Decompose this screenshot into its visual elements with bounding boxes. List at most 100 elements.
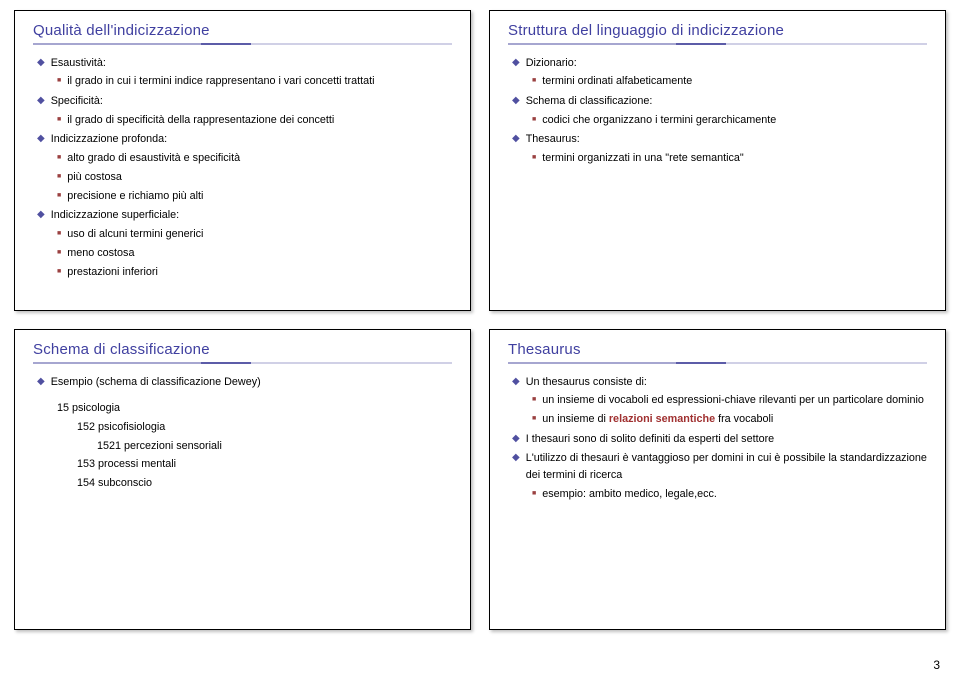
bullet-text: Specificità: — [51, 93, 103, 110]
square-icon: ■ — [532, 150, 536, 167]
slide-content: ◆ Esempio (schema di classificazione Dewe… — [33, 374, 452, 492]
bullet-l2: ■ un insieme di vocaboli ed espressioni-c… — [508, 392, 927, 409]
diamond-icon: ◆ — [37, 55, 45, 72]
bullet-text: termini organizzati in una "rete semanti… — [542, 150, 744, 167]
slide-schema: Schema di classificazione ◆ Esempio (sche… — [14, 329, 471, 630]
bullet-text: precisione e richiamo più alti — [67, 188, 203, 205]
bullet-text: Schema di classificazione: — [526, 93, 653, 110]
bullet-l1: ◆ Esempio (schema di classificazione Dewe… — [33, 374, 452, 391]
bullet-text: il grado in cui i termini indice rappres… — [67, 73, 374, 90]
bullet-text: Esaustività: — [51, 55, 106, 72]
bullet-l1: ◆ Esaustività: — [33, 55, 452, 72]
bullet-l2: ■ meno costosa — [33, 245, 452, 262]
diamond-icon: ◆ — [512, 93, 520, 110]
bullet-l1: ◆ I thesauri sono di solito definiti da e… — [508, 431, 927, 448]
slide-grid: Qualità dell'indicizzazione ◆ Esaustività… — [0, 0, 960, 664]
bullet-text: termini ordinati alfabeticamente — [542, 73, 692, 90]
bullet-text: Un thesaurus consiste di: — [526, 374, 647, 391]
bullet-l2: ■ uso di alcuni termini generici — [33, 226, 452, 243]
diamond-icon: ◆ — [512, 55, 520, 72]
bullet-l1: ◆ Specificità: — [33, 93, 452, 110]
bullet-text: il grado di specificità della rappresent… — [67, 112, 334, 129]
bullet-l2: ■ alto grado di esaustività e specificità — [33, 150, 452, 167]
slide-qualita: Qualità dell'indicizzazione ◆ Esaustività… — [14, 10, 471, 311]
bullet-l1: ◆L'utilizzo di thesauri è vantaggioso pe… — [508, 450, 927, 483]
bullet-l1: ◆ Schema di classificazione: — [508, 93, 927, 110]
slide-title: Schema di classificazione — [33, 340, 452, 360]
square-icon: ■ — [57, 150, 61, 167]
bullet-l2: ■ precisione e richiamo più alti — [33, 188, 452, 205]
bullet-l1: ◆ Dizionario: — [508, 55, 927, 72]
bullet-l1: ◆ Indicizzazione profonda: — [33, 131, 452, 148]
bullet-text: I thesauri sono di solito definiti da es… — [526, 431, 774, 448]
title-rule — [33, 362, 452, 364]
dewey-line: 154 subconscio — [33, 475, 452, 492]
bullet-l1: ◆ Indicizzazione superficiale: — [33, 207, 452, 224]
slide-title: Struttura del linguaggio di indicizzazio… — [508, 21, 927, 41]
bullet-l1: ◆ Thesaurus: — [508, 131, 927, 148]
diamond-icon: ◆ — [512, 450, 520, 483]
square-icon: ■ — [57, 264, 61, 281]
square-icon: ■ — [532, 411, 536, 428]
bullet-text: Dizionario: — [526, 55, 577, 72]
diamond-icon: ◆ — [512, 374, 520, 391]
square-icon: ■ — [532, 112, 536, 129]
bullet-text: alto grado di esaustività e specificità — [67, 150, 240, 167]
accent-text: relazioni semantiche — [609, 413, 715, 425]
title-rule — [508, 43, 927, 45]
dewey-line: 1521 percezioni sensoriali — [33, 438, 452, 455]
square-icon: ■ — [57, 169, 61, 186]
bullet-text: uso di alcuni termini generici — [67, 226, 203, 243]
slide-content: ◆ Esaustività: ■ il grado in cui i termini… — [33, 55, 452, 281]
bullet-l2: ■ esempio: ambito medico, legale,ecc. — [508, 486, 927, 503]
dewey-line: 153 processi mentali — [33, 456, 452, 473]
diamond-icon: ◆ — [37, 93, 45, 110]
slide-content: ◆ Dizionario: ■ termini ordinati alfabetic… — [508, 55, 927, 167]
bullet-text: un insieme di relazioni semantiche fra v… — [542, 411, 773, 428]
bullet-l2: ■ il grado in cui i termini indice rappre… — [33, 73, 452, 90]
square-icon: ■ — [532, 486, 536, 503]
diamond-icon: ◆ — [37, 374, 45, 391]
bullet-l2: ■ codici che organizzano i termini gerarc… — [508, 112, 927, 129]
bullet-text: Thesaurus: — [526, 131, 580, 148]
bullet-text: codici che organizzano i termini gerarch… — [542, 112, 776, 129]
bullet-text: meno costosa — [67, 245, 134, 262]
dewey-line: 152 psicofisiologia — [33, 419, 452, 436]
square-icon: ■ — [532, 392, 536, 409]
square-icon: ■ — [57, 188, 61, 205]
bullet-text: prestazioni inferiori — [67, 264, 158, 281]
square-icon: ■ — [532, 73, 536, 90]
bullet-text: L'utilizzo di thesauri è vantaggioso per… — [526, 450, 927, 483]
slide-title: Qualità dell'indicizzazione — [33, 21, 452, 41]
bullet-text: più costosa — [67, 169, 122, 186]
diamond-icon: ◆ — [37, 131, 45, 148]
bullet-l2: ■ il grado di specificità della rappresen… — [33, 112, 452, 129]
title-rule — [508, 362, 927, 364]
bullet-l2: ■ termini organizzati in una "rete semant… — [508, 150, 927, 167]
text-part: un insieme di — [542, 413, 609, 425]
diamond-icon: ◆ — [37, 207, 45, 224]
bullet-l2: ■ termini ordinati alfabeticamente — [508, 73, 927, 90]
bullet-text: esempio: ambito medico, legale,ecc. — [542, 486, 717, 503]
bullet-l2: ■ prestazioni inferiori — [33, 264, 452, 281]
bullet-text: Esempio (schema di classificazione Dewey… — [51, 374, 261, 391]
bullet-text: Indicizzazione superficiale: — [51, 207, 179, 224]
slide-thesaurus: Thesaurus ◆ Un thesaurus consiste di: ■ un… — [489, 329, 946, 630]
square-icon: ■ — [57, 112, 61, 129]
page-number: 3 — [933, 658, 940, 672]
diamond-icon: ◆ — [512, 131, 520, 148]
bullet-l2: ■ un insieme di relazioni semantiche fra … — [508, 411, 927, 428]
diamond-icon: ◆ — [512, 431, 520, 448]
square-icon: ■ — [57, 226, 61, 243]
title-rule — [33, 43, 452, 45]
slide-content: ◆ Un thesaurus consiste di: ■ un insieme d… — [508, 374, 927, 503]
slide-struttura: Struttura del linguaggio di indicizzazio… — [489, 10, 946, 311]
bullet-text: Indicizzazione profonda: — [51, 131, 167, 148]
square-icon: ■ — [57, 245, 61, 262]
bullet-l1: ◆ Un thesaurus consiste di: — [508, 374, 927, 391]
dewey-line: 15 psicologia — [33, 400, 452, 417]
bullet-text: un insieme di vocaboli ed espressioni-ch… — [542, 392, 924, 409]
slide-title: Thesaurus — [508, 340, 927, 360]
square-icon: ■ — [57, 73, 61, 90]
bullet-l2: ■ più costosa — [33, 169, 452, 186]
